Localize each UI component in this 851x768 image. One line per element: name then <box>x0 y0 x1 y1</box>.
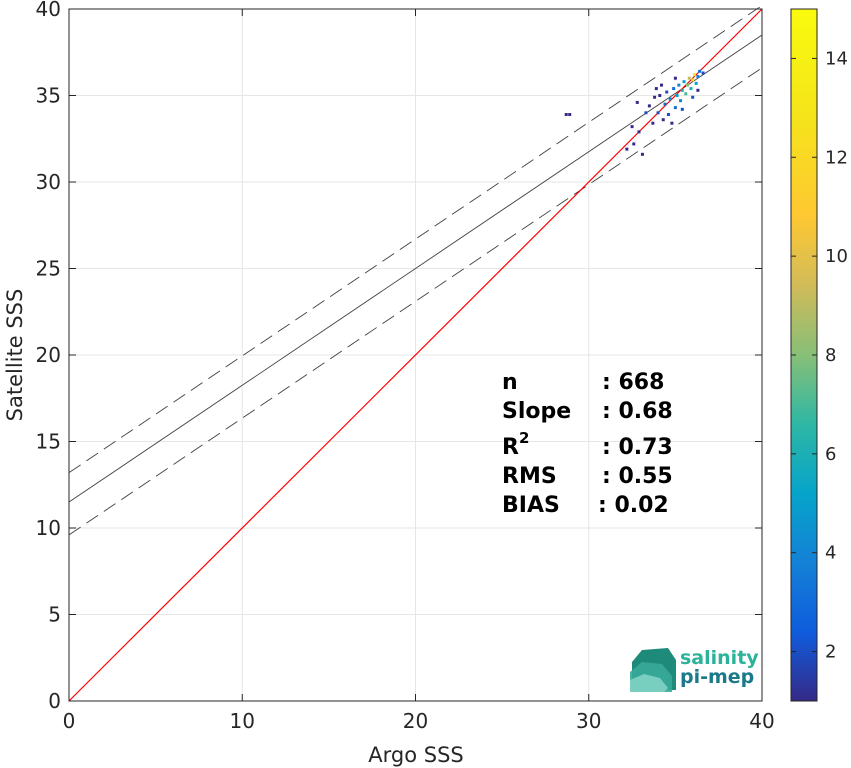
x-tick-label: 40 <box>749 709 774 733</box>
statistics-panel: n : 668 Slope : 0.68 R 2 : 0.73 RMS : 0.… <box>502 370 673 518</box>
density-point <box>675 94 679 97</box>
density-point <box>668 97 672 101</box>
logo-line-2: pi-mep <box>680 666 754 688</box>
y-tick-label: 20 <box>36 343 61 367</box>
x-tick-label: 30 <box>576 709 601 733</box>
density-point <box>564 113 568 117</box>
wave-logo-icon <box>630 648 676 692</box>
density-point <box>673 106 677 110</box>
colorbar-ticks: 2 4 6 8 10 12 14 <box>791 48 848 663</box>
stat-rms-label: RMS <box>502 464 557 489</box>
upper-bound-line <box>68 5 763 474</box>
y-tick-label: 0 <box>48 689 61 713</box>
stat-r2-value: : 0.73 <box>602 435 673 460</box>
stat-slope-value: : 0.68 <box>602 399 673 424</box>
y-tick-label: 25 <box>36 257 61 281</box>
density-point <box>665 90 669 94</box>
density-point <box>677 83 681 87</box>
density-point <box>696 88 700 92</box>
y-tick-label: 35 <box>36 84 61 108</box>
stat-n-label: n <box>502 370 518 395</box>
stat-rms-value: : 0.55 <box>602 464 673 489</box>
x-tick-label: 10 <box>230 709 255 733</box>
density-point <box>673 76 677 80</box>
density-point <box>687 76 691 80</box>
density-point <box>635 100 639 104</box>
stat-r2-label: R <box>502 435 519 460</box>
density-point <box>672 87 676 91</box>
density-point <box>640 152 644 156</box>
density-point <box>670 121 674 125</box>
y-tick-label: 15 <box>36 430 61 454</box>
density-point <box>656 111 660 115</box>
density-point <box>625 147 629 151</box>
density-point <box>689 87 693 91</box>
x-axis-title: Argo SSS <box>368 743 463 767</box>
x-tick-label: 20 <box>403 709 428 733</box>
lower-bound-line <box>68 67 763 536</box>
stat-n-value: : 668 <box>602 370 664 395</box>
y-tick-label: 5 <box>48 603 61 627</box>
density-point <box>661 118 665 122</box>
colorbar-tick-label: 4 <box>825 543 836 564</box>
stat-bias-label: BIAS <box>502 493 560 518</box>
y-tick-label: 30 <box>36 170 61 194</box>
density-point <box>647 104 651 108</box>
colorbar-tick-label: 10 <box>825 246 848 267</box>
x-axis-ticks: 0 10 20 30 40 <box>63 9 775 733</box>
density-point <box>654 87 658 91</box>
density-point <box>684 92 688 96</box>
density-point <box>692 73 696 77</box>
density-point <box>691 95 695 99</box>
stat-r2-superscript: 2 <box>519 429 529 447</box>
density-point <box>682 80 686 84</box>
density-point <box>696 74 700 78</box>
colorbar-tick-label: 12 <box>825 147 848 168</box>
colorbar-tick-label: 2 <box>825 642 836 663</box>
salinity-pi-mep-logo: salinity pi-mep <box>630 647 759 692</box>
density-point <box>701 71 705 75</box>
density-point <box>694 81 698 85</box>
density-point <box>658 94 662 97</box>
density-point <box>644 111 648 115</box>
density-point <box>686 83 690 87</box>
stat-slope-label: Slope <box>502 399 571 424</box>
density-point <box>680 88 684 92</box>
density-point <box>632 142 636 146</box>
density-point <box>637 130 641 134</box>
y-axis-title: Satellite SSS <box>3 289 27 422</box>
colorbar-tick-label: 8 <box>825 345 836 366</box>
colorbar-tick-label: 6 <box>825 444 836 465</box>
stat-bias-value: : 0.02 <box>598 493 669 518</box>
density-point <box>663 102 667 106</box>
one-to-one-line <box>68 8 763 702</box>
density-point <box>653 95 657 99</box>
density-point <box>651 121 655 125</box>
density-point <box>568 113 572 117</box>
density-point <box>691 78 695 82</box>
density-point <box>698 69 702 73</box>
logo-line-1: salinity <box>680 647 759 669</box>
y-axis-ticks: 0 5 10 15 20 25 30 35 40 <box>36 0 762 713</box>
y-tick-label: 40 <box>36 0 61 21</box>
colorbar-tick-label: 14 <box>825 48 848 69</box>
density-point <box>680 107 684 111</box>
density-point <box>679 99 683 103</box>
density-point <box>630 125 634 129</box>
y-tick-label: 10 <box>36 516 61 540</box>
density-points <box>564 69 705 156</box>
density-point <box>666 113 670 117</box>
density-point <box>660 83 664 87</box>
x-tick-label: 0 <box>63 709 76 733</box>
